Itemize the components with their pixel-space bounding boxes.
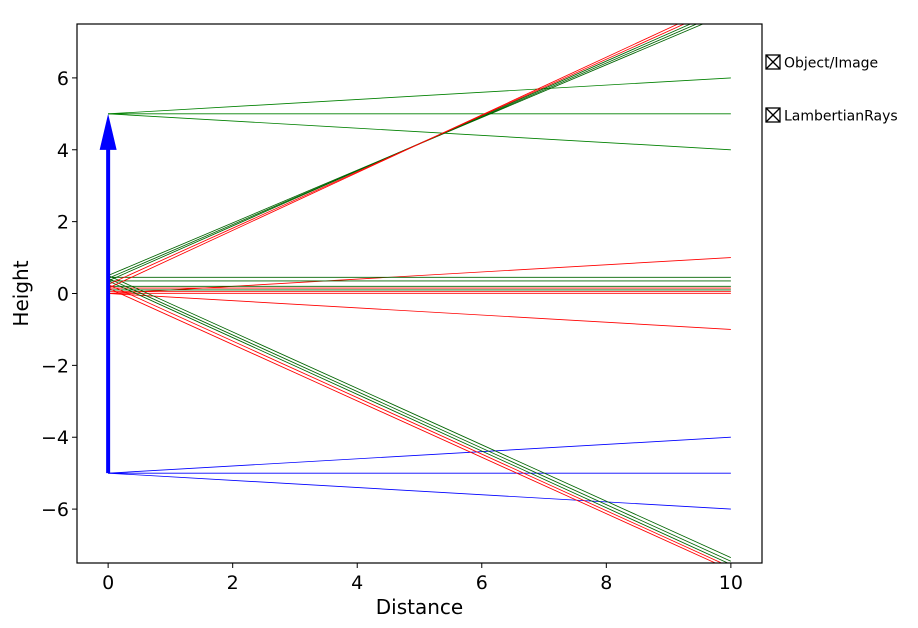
object-arrow-layer [99, 113, 117, 474]
x-tick-label: 6 [476, 572, 488, 594]
x-tick-label: 2 [227, 572, 239, 594]
ray-line-1-0 [108, 436, 731, 474]
ray-line-5-5 [107, 280, 728, 563]
ray-line-5-3 [107, 275, 732, 558]
ray-line-2-0 [108, 257, 731, 294]
y-axis-title: Height [9, 260, 33, 326]
ray-line-6-1 [107, 24, 679, 289]
legend-item-lambertian-rays[interactable]: LambertianRays [765, 107, 898, 125]
x-tick-label: 8 [600, 572, 612, 594]
ray-line-0-2 [108, 113, 731, 151]
x-tick-label: 4 [351, 572, 363, 594]
ray-line-0-0 [108, 77, 731, 115]
y-tick-label: 0 [57, 284, 69, 306]
x-axis-title: Distance [376, 595, 463, 619]
legend-item-object-image[interactable]: Object/Image [765, 54, 878, 72]
legend-label-object-image: Object/Image [784, 56, 878, 72]
axis-layer: 0 2 4 6 8 10 −6 −4 −2 0 2 4 6 [41, 68, 743, 594]
ray-line-5-4 [107, 278, 732, 562]
y-tick-label: 6 [57, 68, 69, 90]
ray-line-6-2 [107, 284, 722, 563]
ray-line-2-2 [108, 293, 731, 330]
legend: Object/Image LambertianRays [765, 54, 898, 125]
y-tick-label: 4 [57, 140, 69, 162]
checkbox-checked-icon[interactable] [765, 54, 781, 70]
y-tick-label: −4 [41, 427, 69, 449]
y-tick-label: 2 [57, 212, 69, 234]
legend-label-lambertian-rays: LambertianRays [784, 109, 898, 125]
x-tick-label: 0 [102, 572, 114, 594]
x-tick-label: 10 [719, 572, 743, 594]
checkbox-checked-icon[interactable] [765, 107, 781, 123]
y-tick-label: −6 [41, 499, 69, 521]
ray-line-1-2 [108, 472, 731, 510]
ray-line-6-3 [107, 287, 716, 563]
y-tick-label: −2 [41, 355, 69, 377]
object-arrow-head [99, 113, 117, 150]
plot-data-layer [107, 24, 732, 563]
